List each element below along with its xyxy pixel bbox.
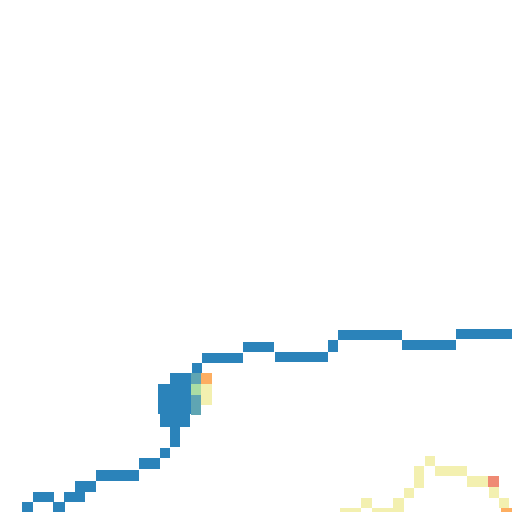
trail-hotspot — [488, 476, 499, 487]
pool-edge-highlight — [191, 373, 212, 415]
river-line-lower — [22, 448, 170, 512]
river-line — [192, 329, 512, 373]
river-pool — [158, 373, 192, 447]
trail-line — [340, 456, 509, 512]
trail-hotspot — [501, 508, 512, 512]
